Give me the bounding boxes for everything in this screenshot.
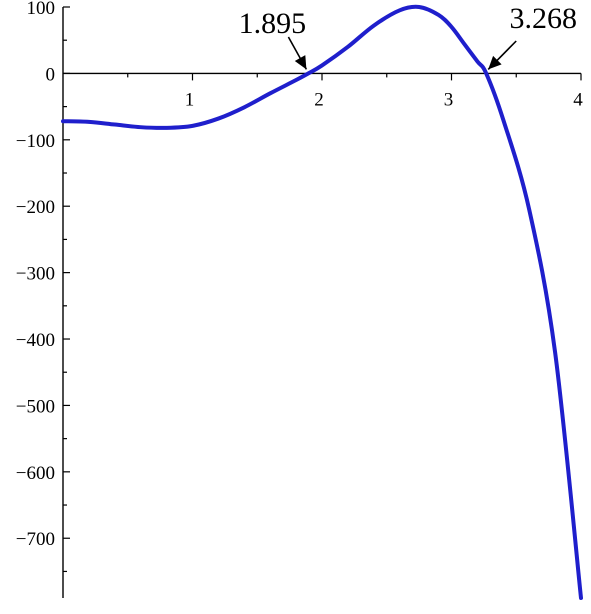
x-tick-label: 2 [314, 89, 324, 110]
root-annotation-label: 1.895 [239, 7, 307, 40]
x-tick-label: 3 [444, 89, 454, 110]
x-tick-label: 4 [573, 89, 583, 110]
x-tick-label: 1 [185, 89, 195, 110]
annotations: 1.895 3.268 [239, 2, 577, 70]
y-tick-label: −600 [16, 463, 55, 484]
annotation-arrow-head [488, 55, 502, 70]
y-tick-label: −700 [16, 529, 55, 550]
y-tick-label: −200 [16, 197, 55, 218]
y-tick-label: −300 [16, 264, 55, 285]
root-annotation-label: 3.268 [509, 2, 577, 35]
y-tick-label: −400 [16, 330, 55, 351]
y-tick-label: −100 [16, 131, 55, 152]
series [61, 4, 583, 600]
y-tick-label: 0 [46, 64, 56, 85]
annotation-arrow-head [294, 55, 307, 70]
tick-labels: 1 2 3 4 100 0 −100 −200 −300 −400 −500 −600 −700 [16, 0, 583, 550]
series-line [61, 4, 583, 600]
y-tick-label: 100 [27, 0, 56, 19]
ticks [63, 6, 582, 573]
y-tick-label: −500 [16, 396, 55, 417]
